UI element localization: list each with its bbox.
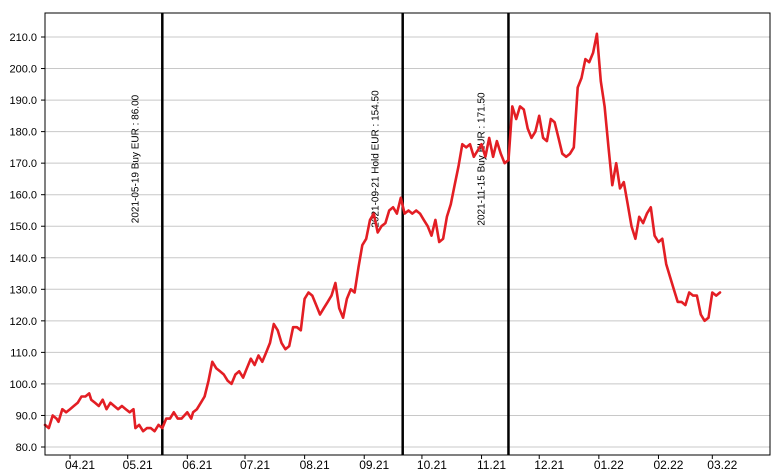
y-tick-label: 160.0 [9, 190, 37, 202]
y-tick-label: 150.0 [9, 221, 37, 233]
plot-frame [44, 12, 771, 456]
y-tick-label: 80.0 [16, 442, 37, 454]
y-tick-label: 120.0 [9, 316, 37, 328]
y-tick-label: 180.0 [9, 127, 37, 139]
x-tick-label: 12.21 [534, 458, 564, 472]
x-tick-label: 06.21 [182, 458, 212, 472]
y-tick-label: 130.0 [9, 284, 37, 296]
signal-label: 2021-05-19 Buy EUR : 86.00 [130, 94, 141, 223]
x-tick-label: 04.21 [65, 458, 95, 472]
x-axis: 04.21 05.21 06.21 07.21 08.21 09.21 10.21 11.21… [65, 455, 738, 472]
signal-label: 2021-11-15 Buy EUR : 171.50 [476, 92, 487, 226]
y-tick-label: 190.0 [9, 95, 37, 107]
signal-markers: 2021-05-19 Buy EUR : 86.00 2021-09-21 Hol… [130, 13, 510, 455]
x-tick-label: 01.22 [594, 458, 624, 472]
y-axis: 80.0 90.0 100.0 110.0 120.0 130.0 140.0 150.0 16… [9, 32, 45, 454]
y-tick-label: 210.0 [9, 32, 37, 44]
x-tick-label: 02.22 [653, 458, 683, 472]
y-tick-label: 90.0 [16, 410, 37, 422]
y-tick-label: 110.0 [10, 347, 37, 359]
x-tick-label: 05.21 [123, 458, 153, 472]
x-tick-label: 11.21 [477, 458, 506, 472]
x-tick-label: 07.21 [240, 458, 270, 472]
y-tick-label: 100.0 [9, 379, 37, 391]
x-tick-label: 08.21 [300, 458, 330, 472]
horizontal-gridlines [45, 36, 770, 448]
x-tick-label: 09.21 [359, 458, 389, 472]
signal-label: 2021-09-21 Hold EUR : 154.50 [371, 90, 382, 228]
y-tick-label: 200.0 [9, 64, 37, 76]
x-tick-label: 10.21 [417, 458, 447, 472]
y-tick-label: 140.0 [9, 253, 37, 265]
x-tick-label: 03.22 [707, 458, 737, 472]
y-tick-label: 170.0 [9, 158, 37, 170]
price-line [43, 32, 722, 433]
price-series [43, 32, 722, 433]
